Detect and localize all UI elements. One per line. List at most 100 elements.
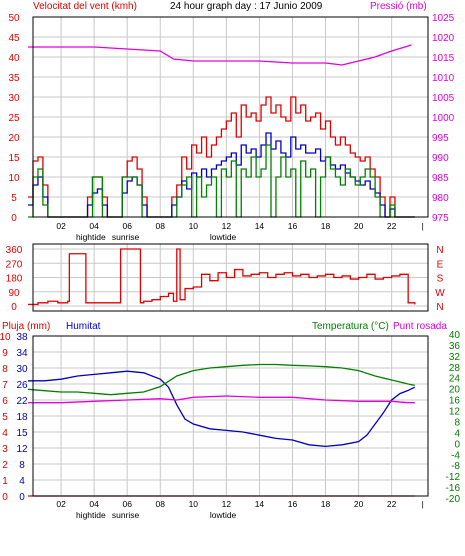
humidity-tick-label: 0 bbox=[19, 492, 25, 503]
wind-tick-label: 35 bbox=[8, 73, 20, 84]
x-tick-label: 12 bbox=[222, 221, 232, 231]
x-tick-label: 12 bbox=[222, 499, 232, 509]
temperature-tick-label: 24 bbox=[449, 374, 461, 385]
humidity-tick-label: 38 bbox=[16, 332, 28, 343]
humidity-tick-label: 26 bbox=[16, 380, 28, 391]
series-direction bbox=[28, 248, 416, 306]
humidity-tick-label: 34 bbox=[16, 348, 28, 359]
x-tick-label: 08 bbox=[156, 221, 166, 231]
x-tick-label: 14 bbox=[255, 221, 265, 231]
temperature-tick-label: 28 bbox=[449, 363, 461, 374]
direction-tick-label: 180 bbox=[6, 274, 23, 285]
rain-tick-label: 10 bbox=[0, 332, 11, 343]
temperature-tick-label: 0 bbox=[454, 439, 460, 450]
wind-tick-label: 0 bbox=[11, 213, 17, 224]
annotation-hightide: hightide bbox=[76, 232, 106, 242]
direction-tick-label: 270 bbox=[6, 259, 23, 270]
wind-pressure-panel: Velocitat del vent (kmh) 24 hour graph d… bbox=[8, 1, 454, 242]
x-tick-label: 18 bbox=[321, 221, 331, 231]
x-tick-label: 16 bbox=[288, 221, 298, 231]
pressure-tick-label: 1005 bbox=[432, 93, 455, 104]
humidity-tick-label: 12 bbox=[16, 444, 28, 455]
humidity-tick-label: 22 bbox=[16, 396, 28, 407]
wind-tick-label: 15 bbox=[8, 153, 20, 164]
compass-tick-label: E bbox=[437, 259, 444, 270]
humidity-tick-label: 30 bbox=[16, 364, 28, 375]
pressure-tick-label: 1020 bbox=[432, 33, 455, 44]
wind-tick-label: 20 bbox=[8, 133, 20, 144]
humidity-tick-label: 4 bbox=[19, 476, 25, 487]
frame bbox=[32, 16, 429, 218]
x-tick-label: 10 bbox=[189, 221, 199, 231]
pressure-axis-title: Pressió (mb) bbox=[370, 1, 427, 12]
x-tick-label: 06 bbox=[122, 221, 132, 231]
annotation-hightide: hightide bbox=[76, 510, 106, 520]
pressure-tick-label: 1015 bbox=[432, 53, 455, 64]
x-tick-label: 16 bbox=[288, 499, 298, 509]
x-tick-label: 10 bbox=[189, 499, 199, 509]
wind-tick-label: 45 bbox=[8, 33, 20, 44]
compass-tick-label: W bbox=[435, 288, 445, 299]
frame bbox=[32, 243, 429, 312]
rain-tick-label: 7 bbox=[2, 380, 8, 391]
x-tick-label: 18 bbox=[321, 499, 331, 509]
rain-tick-label: 9 bbox=[2, 348, 8, 359]
temperature-tick-label: 12 bbox=[449, 407, 461, 418]
wind-tick-label: 10 bbox=[8, 173, 20, 184]
x-tick-label: 08 bbox=[156, 499, 166, 509]
rain-tick-label: 6 bbox=[2, 396, 8, 407]
annotation-sunrise: sunrise bbox=[112, 232, 140, 242]
x-tick-label: 02 bbox=[56, 499, 66, 509]
temperature-tick-label: -20 bbox=[446, 494, 461, 505]
x-tick-label: 04 bbox=[89, 221, 99, 231]
series-pressure bbox=[28, 44, 412, 66]
humidity-tick-label: 18 bbox=[16, 412, 28, 423]
x-tick-label-end: | bbox=[422, 221, 424, 231]
wind-tick-label: 40 bbox=[8, 53, 20, 64]
series-gust bbox=[28, 96, 415, 218]
pressure-tick-label: 975 bbox=[432, 213, 449, 224]
x-tick-label: 14 bbox=[255, 499, 265, 509]
x-tick-label: 02 bbox=[56, 221, 66, 231]
compass-tick-label: N bbox=[436, 302, 443, 313]
temperature-tick-label: 36 bbox=[449, 341, 461, 352]
humidity-axis-title: Humitat bbox=[66, 321, 101, 332]
annotation-lowtide: lowtide bbox=[210, 510, 237, 520]
temperature-tick-label: 8 bbox=[454, 417, 460, 428]
rain-tick-label: 5 bbox=[2, 412, 8, 423]
compass-tick-label: N bbox=[436, 245, 443, 256]
pressure-tick-label: 995 bbox=[432, 133, 449, 144]
wind-tick-label: 25 bbox=[8, 113, 20, 124]
x-tick-label: 04 bbox=[89, 499, 99, 509]
series-dewpoint bbox=[28, 395, 415, 404]
temperature-axis-title: Temperatura (°C) bbox=[312, 321, 389, 332]
annotation-sunrise: sunrise bbox=[112, 510, 140, 520]
wind-tick-label: 50 bbox=[8, 13, 20, 24]
chart-title: 24 hour graph day : 17 Junio 2009 bbox=[170, 1, 323, 12]
humidity-tick-label: 8 bbox=[19, 460, 25, 471]
pressure-tick-label: 1025 bbox=[432, 13, 455, 24]
wind-axis-title: Velocitat del vent (kmh) bbox=[33, 1, 137, 12]
frame bbox=[32, 335, 429, 497]
x-tick-label: 20 bbox=[354, 221, 364, 231]
x-tick-label-end: | bbox=[422, 499, 424, 509]
temperature-tick-label: -12 bbox=[446, 472, 461, 483]
series-humidity bbox=[28, 370, 416, 448]
pressure-tick-label: 1000 bbox=[432, 113, 455, 124]
compass-tick-label: S bbox=[437, 274, 444, 285]
rain-tick-label: 3 bbox=[2, 444, 8, 455]
pressure-tick-label: 985 bbox=[432, 173, 449, 184]
rain-tick-label: 0 bbox=[2, 492, 8, 503]
pressure-tick-label: 990 bbox=[432, 153, 449, 164]
rain-tick-label: 4 bbox=[2, 428, 8, 439]
rain-tick-label: 1 bbox=[2, 476, 8, 487]
rain-tick-label: 2 bbox=[2, 460, 8, 471]
direction-tick-label: 360 bbox=[6, 245, 23, 256]
x-tick-label: 20 bbox=[354, 499, 364, 509]
direction-tick-label: 90 bbox=[8, 288, 20, 299]
wind-tick-label: 30 bbox=[8, 93, 20, 104]
temperature-tick-label: -16 bbox=[446, 483, 461, 494]
